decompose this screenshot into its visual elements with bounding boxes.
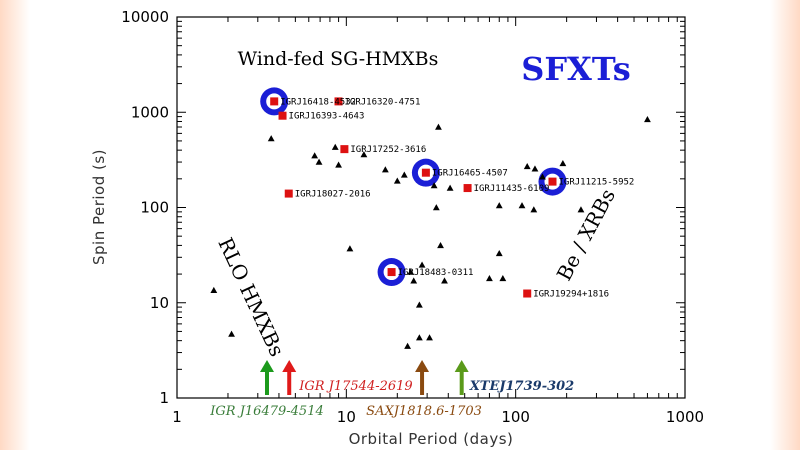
x-axis-title: Orbital Period (days): [349, 430, 514, 448]
arrow-head-igr-j16479-4514: [259, 360, 274, 372]
hmxb-point: [530, 206, 538, 213]
hmxb-point: [499, 275, 507, 282]
hmxb-point: [441, 277, 448, 284]
wind-fed-sg-hmxbs-label: Wind-fed SG-HMXBs: [238, 48, 439, 70]
hmxb-point: [315, 158, 323, 165]
x-tick-label-100: 100: [501, 408, 530, 426]
x-tick-label-1000: 1000: [666, 408, 704, 426]
hmxb-point: [393, 177, 401, 184]
hmxb-point: [381, 166, 389, 173]
sgxb-point-igrj16320-4751: [334, 97, 343, 106]
sgxb-point-igrj16465-4507: [421, 168, 430, 177]
hmxb-point: [415, 334, 423, 341]
arrow-head-saxj1818-6-1703: [415, 360, 430, 372]
sgxb-point-igrj16418-4532: [270, 97, 279, 106]
hmxb-point: [430, 182, 438, 189]
hmxb-point: [331, 143, 339, 150]
sgxb-point-igrj18027-2016: [284, 189, 293, 198]
source-label-igrj11215-5952: IGRJ11215-5952: [558, 178, 634, 188]
source-label-igrj19294-1816: IGRJ19294+1816: [533, 290, 609, 300]
hmxb-point: [531, 165, 539, 172]
hmxb-point: [410, 277, 418, 284]
hmxb-point: [267, 135, 275, 142]
x-tick-label-1: 1: [172, 408, 182, 426]
hmxb-point: [495, 249, 503, 257]
hmxb-point: [418, 261, 426, 268]
hmxb-point: [486, 275, 493, 282]
sgxb-point-igrj11215-5952: [548, 177, 557, 186]
sgxb-point-igrj19294-1816: [523, 289, 532, 298]
sgxb-point-igrj16393-4643: [278, 111, 287, 120]
arrow-head-igr-j17544-2619: [282, 360, 297, 372]
hmxb-point: [446, 184, 454, 191]
slide-right-border: [770, 0, 800, 450]
hmxb-point: [404, 342, 411, 349]
hmxb-point: [559, 160, 567, 167]
hmxb-point: [210, 286, 218, 294]
hmxb-point: [518, 202, 526, 209]
sgxb-point-igrj18483-0311: [387, 268, 396, 277]
source-label-igrj16465-4507: IGRJ16465-4507: [432, 169, 508, 179]
source-label-igrj16418-4532: IGRJ16418-4532: [280, 97, 356, 107]
hmxb-point: [415, 301, 423, 308]
source-label-igrj18027-2016: IGRJ18027-2016: [295, 190, 371, 200]
hmxb-point: [360, 151, 368, 158]
hmxb-point: [644, 116, 651, 123]
hmxb-point: [400, 171, 408, 178]
rlo-hmxbs-label: RLO HMXBs: [213, 234, 289, 360]
hmxb-point: [495, 202, 503, 209]
hmxb-point: [346, 245, 354, 252]
hmxb-point: [577, 206, 585, 213]
source-label-igrj18483-0311: IGRJ18483-0311: [398, 268, 474, 278]
hmxb-point: [432, 204, 440, 211]
y-tick-label-10000: 10000: [121, 8, 169, 26]
arrow-head-xtej1739-302: [454, 360, 469, 372]
arrow-label-saxj1818-6-1703: SAXJ1818.6-1703: [366, 404, 482, 419]
hmxb-point: [335, 161, 342, 168]
y-axis-title: Spin Period (s): [90, 149, 108, 265]
hmxb-point: [407, 268, 415, 275]
slide-left-border: [0, 0, 30, 450]
source-label-igrj11435-6109: IGRJ11435-6109: [474, 184, 550, 194]
hmxb-point: [435, 123, 442, 130]
y-tick-label-10: 10: [150, 294, 169, 312]
sgxb-point-igrj11435-6109: [463, 184, 472, 193]
hmxb-point: [523, 163, 531, 170]
hmxb-point: [228, 330, 235, 337]
sfxts-label: SFXTs: [521, 50, 631, 88]
source-label-igrj16393-4643: IGRJ16393-4643: [289, 112, 365, 122]
y-tick-label-1000: 1000: [131, 103, 169, 121]
hmxb-point: [311, 152, 319, 159]
source-label-igrj16320-4751: IGRJ16320-4751: [345, 97, 421, 107]
arrow-label-xtej1739-302: XTEJ1739-302: [469, 379, 575, 394]
hmxb-point: [539, 173, 546, 180]
y-tick-label-1: 1: [159, 389, 169, 407]
arrow-label-igr-j17544-2619: IGR J17544-2619: [298, 379, 412, 394]
x-tick-label-10: 10: [337, 408, 356, 426]
source-label-igrj17252-3616: IGRJ17252-3616: [350, 145, 426, 155]
hmxb-point: [437, 242, 444, 249]
hmxb-point: [426, 334, 433, 341]
y-tick-label-100: 100: [140, 199, 169, 217]
arrow-label-igr-j16479-4514: IGR J16479-4514: [209, 404, 323, 419]
be-xrbs-label: Be / XRBs: [552, 185, 620, 285]
sgxb-point-igrj17252-3616: [340, 145, 349, 154]
